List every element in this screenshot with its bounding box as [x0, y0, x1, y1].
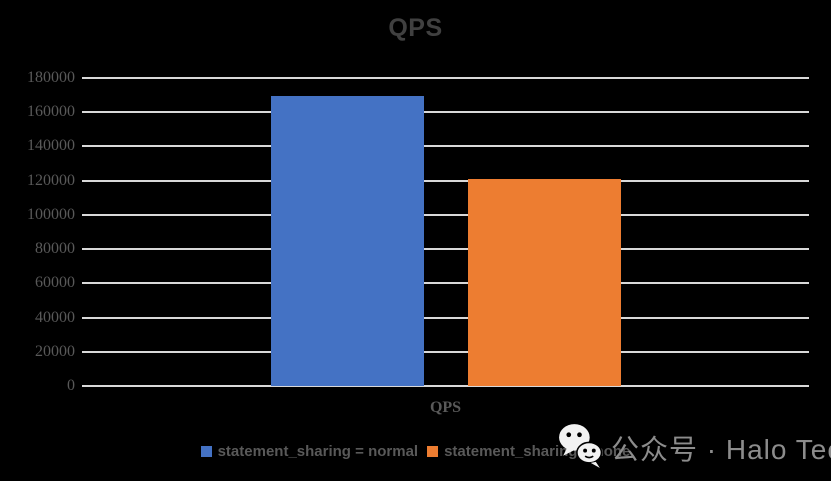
wechat-icon	[556, 421, 605, 475]
watermark-text: 公众号 · Halo Tech	[611, 434, 831, 465]
gridline	[82, 213, 809, 216]
plot-area	[82, 77, 809, 387]
y-tick-label: 0	[67, 377, 75, 394]
y-tick-label: 120000	[27, 171, 75, 189]
y-tick-label: 160000	[27, 103, 75, 121]
chart-title: QPS	[388, 14, 443, 42]
y-tick-label: 60000	[35, 274, 75, 292]
gridline	[82, 385, 809, 387]
legend-label: statement_sharing = normal	[217, 443, 419, 460]
gridline	[82, 111, 809, 114]
bar-none	[467, 178, 621, 386]
legend-item: statement_sharing = normal	[200, 443, 419, 460]
gridline	[82, 282, 809, 285]
gridline	[82, 77, 809, 79]
gridline	[82, 248, 809, 251]
y-tick-label: 20000	[35, 342, 75, 360]
y-tick-label: 140000	[27, 137, 75, 155]
y-tick-label: 80000	[35, 240, 75, 258]
gridline	[82, 145, 809, 148]
gridline	[82, 316, 809, 319]
gridline	[82, 179, 809, 182]
x-axis-category-label: QPS	[429, 399, 462, 416]
y-tick-label: 100000	[27, 205, 75, 223]
y-tick-label: 180000	[27, 69, 75, 86]
legend-swatch	[200, 446, 212, 457]
bar-normal	[270, 95, 424, 386]
legend-swatch	[427, 446, 439, 457]
watermark: 公众号 · Halo Tech	[556, 423, 831, 473]
gridline	[82, 350, 809, 353]
y-tick-label: 40000	[35, 308, 75, 326]
